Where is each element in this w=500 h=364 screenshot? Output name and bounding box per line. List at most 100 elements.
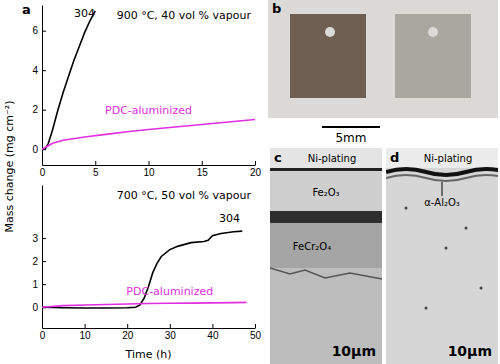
tick-label: 20 — [250, 167, 262, 178]
y-axis: 0 2 4 6 — [32, 6, 46, 166]
tick: 40 — [207, 324, 219, 341]
tick: 5 — [93, 161, 99, 178]
tick-mark — [85, 324, 86, 328]
panel-label: a — [22, 2, 31, 17]
inclusion — [445, 247, 448, 250]
tick-mark — [127, 324, 128, 328]
tick-mark — [170, 324, 171, 328]
tick-label: 40 — [207, 330, 219, 341]
tick: 10 — [80, 324, 92, 341]
layer-label: α-Al₂O₃ — [424, 197, 460, 208]
tick-mark — [42, 110, 46, 111]
tick-mark — [202, 161, 203, 165]
tick-label: 10 — [143, 167, 155, 178]
coupon-hole — [325, 27, 335, 37]
tick-label: 3 — [32, 233, 38, 244]
panel-label: d — [390, 150, 399, 165]
oxide-layer — [270, 223, 382, 268]
chart: 0 5 10 15 20 0 2 4 6 304 PDC-aluminized 900 °C, 40 … — [32, 6, 261, 179]
void-band — [270, 211, 382, 223]
axis-line — [43, 165, 256, 166]
x-axis-title: Time (h) — [125, 348, 172, 361]
tick-mark — [42, 238, 46, 239]
series-line — [42, 231, 242, 308]
arrow — [442, 182, 443, 196]
oxide-layer — [270, 171, 382, 211]
series-line — [42, 302, 246, 307]
coupon — [290, 14, 366, 98]
tick: 6 — [32, 25, 46, 36]
tick-label: 0 — [40, 330, 46, 341]
layer-label: Ni-plating — [308, 153, 357, 164]
tick-label: 10 — [80, 330, 92, 341]
series-label: 304 — [74, 7, 95, 20]
tick-label: 4 — [32, 65, 38, 76]
tick: 20 — [250, 161, 262, 178]
inclusion — [480, 287, 483, 290]
layer-label: Ni-plating — [424, 153, 473, 164]
tick-mark — [42, 31, 46, 32]
interface — [270, 268, 382, 279]
plot-area — [42, 11, 255, 149]
tick-label: 30 — [165, 330, 177, 341]
tick: 3 — [32, 233, 46, 244]
tick-label: 20 — [122, 330, 134, 341]
coupon-hole — [428, 27, 438, 37]
tick-label: 50 — [250, 330, 262, 341]
tick-label: 0 — [32, 144, 38, 155]
tick-mark — [42, 284, 46, 285]
tick-label: 6 — [32, 25, 38, 36]
layer-label: FeCr₂O₄ — [293, 241, 331, 252]
series-label: PDC-aluminized — [126, 285, 213, 298]
tick-mark — [95, 161, 96, 165]
axis-line — [43, 328, 256, 329]
scale-bar-label: 5mm — [335, 131, 366, 145]
plot-area — [42, 231, 246, 308]
tick-label: 2 — [32, 256, 38, 267]
coupon — [395, 14, 471, 98]
micrograph: c Ni-plating Fe₂O₃ FeCr₂O₄ 10μm — [270, 148, 382, 364]
plating — [386, 148, 498, 168]
tick-label: 5 — [93, 167, 99, 178]
tick-mark — [149, 161, 150, 165]
tick-mark — [255, 161, 256, 165]
tick-mark — [212, 324, 213, 328]
substrate — [270, 148, 382, 364]
tick-mark — [42, 70, 46, 71]
y-axis-title: Mass change (mg cm⁻²) — [3, 101, 16, 233]
chart: 010203040500123304PDC-aluminized700 °C, … — [32, 186, 261, 362]
figure: 051015200246304PDC-aluminized900 °C, 40 … — [0, 0, 500, 364]
tick: 50 — [250, 324, 262, 341]
inclusion — [465, 227, 468, 230]
layer-label: Fe₂O₃ — [312, 187, 339, 198]
series-line — [42, 11, 95, 149]
x-axis: 0 10 20 30 40 50 — [40, 324, 262, 341]
series-label: PDC-aluminized — [105, 104, 192, 117]
scale-bar-label: 10μm — [332, 343, 376, 359]
chart-title: 700 °C, 50 vol % vapour — [117, 189, 252, 202]
tick-label: 2 — [32, 104, 38, 115]
series-line — [42, 120, 255, 150]
tick-label: 0 — [40, 167, 46, 178]
tick: 20 — [122, 324, 134, 341]
inclusion — [425, 307, 428, 310]
scale-bar — [322, 126, 380, 128]
alumina-layer — [386, 175, 498, 181]
tick: 2 — [32, 104, 46, 115]
photo-background — [268, 0, 498, 118]
inclusion — [405, 207, 408, 210]
chart-title: 900 °C, 40 vol % vapour — [117, 9, 252, 22]
tick-label: 15 — [197, 167, 209, 178]
series-label: 304 — [219, 212, 240, 225]
tick-mark — [255, 324, 256, 328]
tick: 4 — [32, 65, 46, 76]
tick: 10 — [143, 161, 155, 178]
panel-label: c — [274, 150, 282, 165]
x-axis: 0 5 10 15 20 — [40, 161, 262, 178]
photo-panel: b5mm — [268, 0, 498, 145]
micrograph: dNi-platingα-Al₂O₃10μm — [386, 148, 500, 364]
tick-label: 0 — [32, 302, 38, 313]
axis-line — [42, 6, 43, 166]
tick: 15 — [197, 161, 209, 178]
tick: 30 — [165, 324, 177, 341]
